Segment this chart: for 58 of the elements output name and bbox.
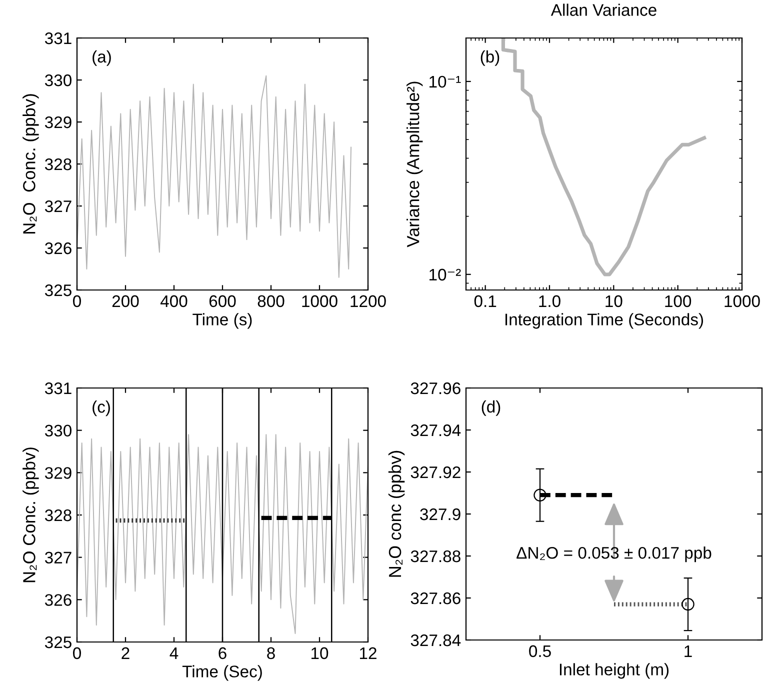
y-tick-label: 328 [44, 158, 72, 170]
chart-title: Allan Variance [550, 4, 656, 16]
y-tick-label: 10⁻¹ [430, 76, 461, 88]
x-tick-label: 10 [312, 647, 328, 660]
annotation: (d) [482, 400, 500, 416]
y-tick-label: 325 [44, 284, 72, 296]
y-axis-title: N₂O Conc. (ppbv) [22, 448, 39, 582]
y-axis-title: N₂O Conc. (ppbv) [22, 94, 39, 234]
x-axis-title: Time (s) [192, 313, 252, 329]
x-tick-label: 200 [112, 295, 139, 308]
x-tick-label: 1.0 [539, 295, 560, 308]
y-axis-title: Variance (Amplitude²) [406, 82, 423, 248]
y-tick-label: 327.86 [410, 592, 460, 604]
y-tick-label: 327.94 [410, 424, 461, 436]
annotation: (c) [92, 400, 110, 416]
x-tick-label: 1200 [350, 295, 386, 308]
x-axis-title: Inlet height (m) [560, 663, 669, 679]
y-tick-label: 327.92 [410, 466, 460, 478]
y-tick-label: 327.9 [420, 508, 460, 520]
x-tick-label: 1000 [724, 295, 760, 308]
x-tick-label: 0.5 [529, 645, 551, 658]
y-tick-label: 10⁻² [430, 268, 461, 281]
y-tick-label: 326 [44, 242, 72, 254]
x-tick-label: 800 [258, 295, 284, 308]
x-tick-label: 0 [73, 295, 81, 308]
y-tick-label: 328 [44, 509, 72, 522]
y-tick-label: 327 [44, 552, 72, 564]
y-tick-label: 327.84 [410, 634, 461, 646]
x-tick-label: 6 [218, 647, 226, 660]
x-tick-label: 8 [267, 647, 275, 660]
y-tick-label: 325 [44, 636, 72, 648]
y-tick-label: 330 [44, 74, 72, 86]
x-tick-label: 600 [209, 295, 236, 308]
x-tick-label: 4 [170, 647, 178, 659]
y-tick-label: 327.96 [410, 382, 460, 394]
y-tick-label: 329 [44, 467, 72, 479]
y-tick-label: 331 [44, 32, 72, 44]
y-tick-label: 327.88 [410, 550, 460, 562]
x-tick-label: 1000 [302, 295, 338, 308]
annotation: (b) [480, 50, 500, 66]
x-tick-label: 12 [360, 647, 376, 659]
y-axis-title: N₂O conc (ppbv) [388, 450, 405, 577]
annotation: ΔN₂O = 0.053 ± 0.017 ppb [516, 546, 712, 562]
x-tick-label: 1 [684, 645, 692, 657]
x-tick-label: 100 [665, 295, 692, 308]
y-tick-label: 330 [44, 424, 72, 437]
x-axis-title: Integration Time (Seconds) [505, 313, 704, 329]
annotation: (a) [92, 50, 111, 66]
y-tick-label: 329 [44, 116, 72, 128]
y-tick-label: 327 [44, 200, 72, 212]
x-axis-title: Time (Sec) [182, 665, 262, 681]
x-tick-label: 10 [606, 295, 622, 308]
x-tick-label: 0 [73, 647, 81, 660]
y-tick-label: 331 [44, 382, 72, 394]
x-tick-label: 0.1 [474, 295, 496, 308]
x-tick-label: 400 [160, 295, 188, 308]
y-tick-label: 326 [44, 594, 72, 606]
x-tick-label: 2 [122, 647, 130, 659]
